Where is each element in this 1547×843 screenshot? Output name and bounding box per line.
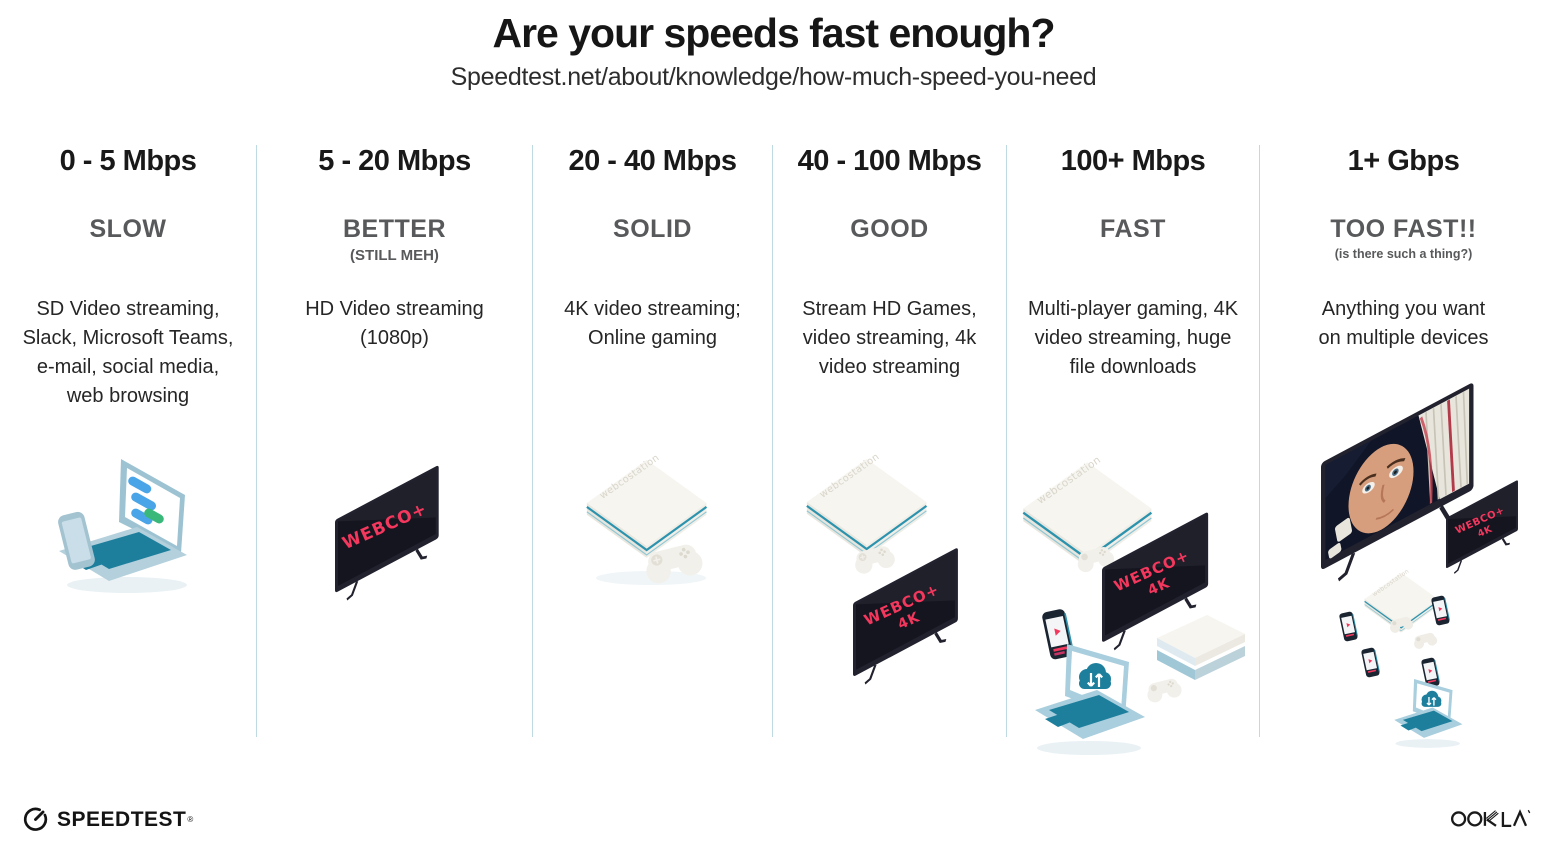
game-controller-icon — [1147, 678, 1182, 703]
many-devices-illustration: webcostation — [1022, 456, 1245, 755]
column-5-20-mbps: 5 - 20 Mbps BETTER (STILL MEH) HD Video … — [257, 145, 533, 737]
column-40-100-mbps: 40 - 100 Mbps GOOD Stream HD Games, vide… — [773, 145, 1007, 737]
rating-label: GOOD — [850, 215, 929, 243]
phone-video-icon — [1339, 611, 1358, 642]
phone-video-icon — [1431, 595, 1450, 626]
speed-range: 1+ Gbps — [1347, 145, 1460, 177]
game-console-icon: webcostation — [806, 451, 928, 557]
laptop-cloud-icon — [1394, 679, 1463, 748]
description: Anything you want on multiple devices — [1318, 298, 1489, 349]
rating-note: (STILL MEH) — [350, 247, 439, 264]
game-controller-icon — [1077, 547, 1115, 573]
page-title: Are your speeds fast enough? — [492, 10, 1055, 56]
game-console-icon: webcostation — [586, 452, 708, 558]
big-tv-movie-icon — [1321, 383, 1474, 582]
speedtest-wordmark: SPEEDTEST — [57, 807, 187, 831]
rating-note: (is there such a thing?) — [1334, 247, 1473, 261]
laptop-and-phone-illustration — [58, 459, 187, 593]
rating-label: SOLID — [613, 215, 692, 243]
game-controller-icon — [1390, 616, 1414, 633]
phone-video-icon — [1421, 657, 1440, 688]
everything-devices-illustration: WEBCO+ 4K webcostation — [1321, 383, 1518, 748]
speed-range: 40 - 100 Mbps — [797, 145, 982, 177]
column-1-plus-gbps: 1+ Gbps TOO FAST!! (is there such a thin… — [1260, 145, 1547, 748]
description: Multi-player gaming, 4K video streaming,… — [1027, 298, 1239, 378]
column-0-5-mbps: 0 - 5 Mbps SLOW SD Video streaming, Slac… — [0, 145, 257, 737]
description: HD Video streaming (1080p) — [305, 298, 484, 349]
rating-label: TOO FAST!! — [1330, 215, 1477, 243]
tv-4k-icon: WEBCO+ 4K — [1102, 512, 1209, 651]
tv-4k-icon: WEBCO+ 4K — [853, 548, 958, 685]
astronaut-screen — [1325, 388, 1470, 559]
header: Are your speeds fast enough? Speedtest.n… — [0, 10, 1547, 92]
speed-columns: 0 - 5 Mbps SLOW SD Video streaming, Slac… — [0, 145, 1547, 755]
description: SD Video streaming, Slack, Microsoft Tea… — [22, 298, 234, 407]
description: 4K video streaming; Online gaming — [564, 298, 741, 349]
phone-video-icon — [1042, 609, 1074, 660]
game-controller-icon — [646, 544, 703, 584]
tv-4k-icon: WEBCO+ 4K — [1446, 480, 1518, 574]
rating-label: FAST — [1100, 215, 1166, 243]
chat-bubbles-icon — [128, 476, 164, 525]
laptop-icon — [59, 459, 187, 581]
phone-icon — [58, 511, 95, 570]
speedtest-gauge-icon — [23, 807, 48, 831]
ookla-logo — [1451, 809, 1531, 827]
game-controller-icon — [1414, 632, 1438, 649]
speed-range: 0 - 5 Mbps — [59, 145, 197, 177]
speedtest-logo: SPEEDTEST ® — [22, 806, 193, 833]
description: Stream HD Games, video streaming, 4k vid… — [802, 298, 977, 378]
speed-range: 100+ Mbps — [1060, 145, 1206, 177]
game-controller-icon — [855, 546, 895, 574]
tv-icon: WEBCO+ — [335, 465, 439, 601]
page-subtitle-url: Speedtest.net/about/knowledge/how-much-s… — [450, 63, 1097, 91]
shadow — [67, 577, 187, 593]
speed-range: 5 - 20 Mbps — [318, 145, 471, 177]
column-100-plus-mbps: 100+ Mbps FAST Multi-player gaming, 4K v… — [1007, 145, 1260, 755]
game-console-icon: webcostation — [1022, 456, 1153, 568]
speed-range: 20 - 40 Mbps — [568, 145, 737, 177]
game-console-illustration: webcostation — [586, 452, 708, 585]
hd-tv-illustration: WEBCO+ — [335, 465, 439, 601]
speedtest-registered-mark: ® — [187, 815, 194, 824]
rating-label: SLOW — [89, 215, 167, 243]
rating-label: BETTER — [343, 215, 446, 243]
phone-video-icon — [1361, 647, 1380, 678]
console-and-4k-tv-illustration: webcostation — [806, 451, 958, 685]
column-20-40-mbps: 20 - 40 Mbps SOLID 4K video streaming; O… — [533, 145, 773, 737]
laptop-cloud-icon — [1035, 644, 1145, 755]
cloud-sync-icon — [1079, 663, 1111, 689]
console-flat-icon — [1157, 615, 1245, 680]
